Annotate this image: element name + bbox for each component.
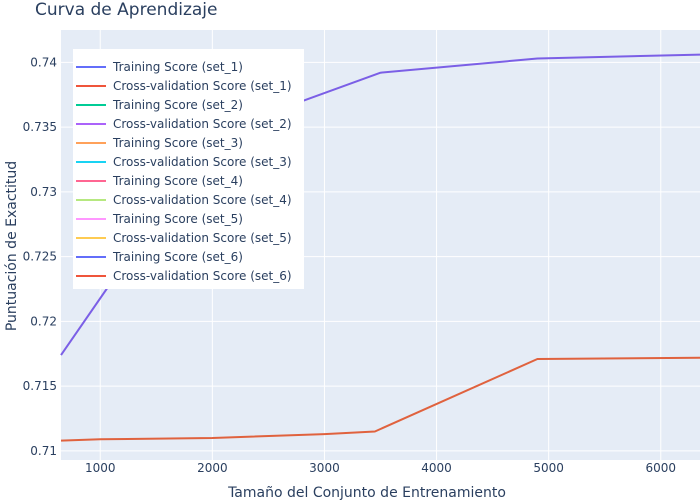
legend-item-label[interactable]: Cross-validation Score (set_6) [113,269,292,283]
x-tick-label: 1000 [85,461,116,475]
x-tick-label: 5000 [533,461,564,475]
legend-item-label[interactable]: Training Score (set_4) [112,174,243,188]
legend-item-label[interactable]: Cross-validation Score (set_4) [113,193,292,207]
x-tick-label: 2000 [197,461,228,475]
y-tick-label: 0.715 [23,379,57,393]
legend-item-label[interactable]: Cross-validation Score (set_3) [113,155,292,169]
legend-item-label[interactable]: Training Score (set_2) [112,98,243,112]
legend[interactable]: Training Score (set_1) Cross-validation S… [73,49,304,289]
x-tick-label: 6000 [645,461,676,475]
legend-item-label[interactable]: Cross-validation Score (set_5) [113,231,292,245]
x-axis-ticks: 1000 2000 3000 4000 5000 6000 [85,461,676,475]
legend-box [73,49,304,289]
x-tick-label: 3000 [309,461,340,475]
y-axis-ticks: 0.71 0.715 0.72 0.725 0.73 0.735 0.74 [23,55,57,458]
cross-validation-score-line [60,356,700,442]
y-tick-label: 0.735 [23,120,57,134]
legend-item-label[interactable]: Training Score (set_6) [112,250,243,264]
chart-title: Curva de Aprendizaje [35,0,217,20]
legend-item-label[interactable]: Cross-validation Score (set_2) [113,117,292,131]
legend-item-label[interactable]: Training Score (set_3) [112,136,243,150]
y-tick-label: 0.725 [23,250,57,264]
y-axis-title: Puntuación de Exactitud [4,161,20,331]
x-axis-title: Tamaño del Conjunto de Entrenamiento [227,485,506,500]
x-tick-label: 4000 [421,461,452,475]
legend-item-label[interactable]: Training Score (set_5) [112,212,243,226]
y-tick-label: 0.73 [30,185,57,199]
y-tick-label: 0.71 [30,444,57,458]
legend-item-label[interactable]: Cross-validation Score (set_1) [113,79,292,93]
y-tick-label: 0.74 [30,55,57,69]
y-tick-label: 0.72 [30,314,57,328]
legend-item-label[interactable]: Training Score (set_1) [112,60,243,74]
